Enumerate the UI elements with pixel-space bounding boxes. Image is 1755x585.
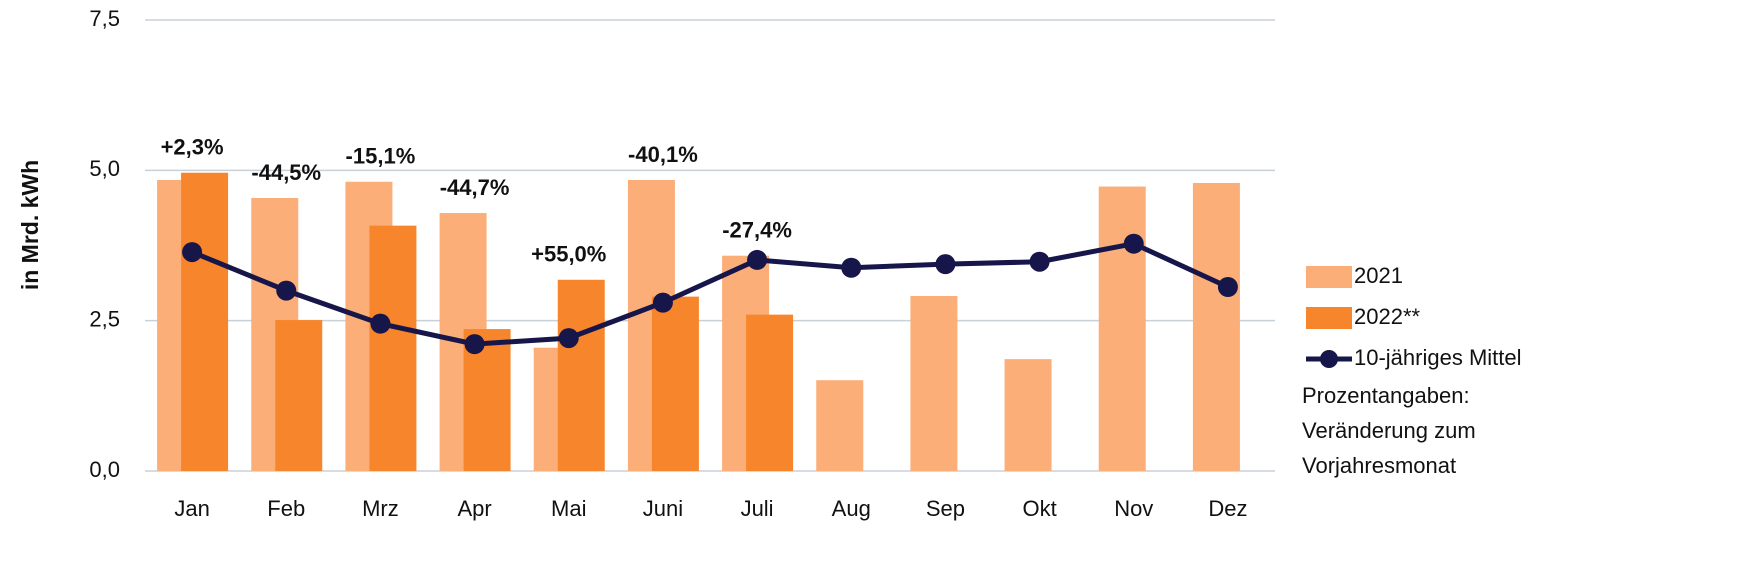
annotation: -44,5%	[251, 160, 321, 185]
line-point	[1029, 251, 1050, 272]
x-tick-label: Juni	[643, 496, 683, 521]
line-point	[652, 292, 673, 313]
legend-swatch	[1306, 307, 1352, 329]
legend-label: 2021	[1354, 263, 1403, 288]
y-axis-title: in Mrd. kWh	[17, 160, 43, 290]
bar	[1004, 359, 1052, 471]
x-tick-label: Okt	[1022, 496, 1056, 521]
note: Vorjahresmonat	[1302, 453, 1456, 478]
x-tick-label: Juli	[741, 496, 774, 521]
x-tick-label: Mrz	[362, 496, 399, 521]
annotation: +55,0%	[531, 242, 606, 267]
bar	[910, 296, 958, 471]
annotation: -40,1%	[628, 142, 698, 167]
legend-label: 2022**	[1354, 304, 1421, 329]
y-tick-label: 2,5	[89, 306, 120, 331]
x-tick-label: Aug	[832, 496, 871, 521]
x-tick-label: Feb	[267, 496, 305, 521]
bar	[369, 225, 417, 471]
legend-label: 10-jähriges Mittel	[1354, 345, 1522, 370]
legend-swatch	[1306, 266, 1352, 288]
x-tick-label: Mai	[551, 496, 586, 521]
bar	[1192, 182, 1240, 471]
bar	[746, 314, 794, 471]
note: Prozentangaben:	[1302, 383, 1470, 408]
bar	[1098, 186, 1146, 471]
bar	[557, 279, 605, 471]
line-point	[370, 313, 391, 334]
bar	[181, 172, 229, 472]
line-point	[276, 280, 297, 301]
annotation: +2,3%	[161, 135, 224, 160]
line-point	[464, 334, 485, 355]
x-tick-label: Jan	[174, 496, 209, 521]
x-tick-label: Apr	[457, 496, 491, 521]
line-point	[747, 249, 768, 270]
bar	[651, 296, 699, 471]
line-point	[935, 254, 956, 275]
annotation: -27,4%	[722, 218, 792, 243]
annotation: -44,7%	[440, 175, 510, 200]
line-point	[1217, 276, 1238, 297]
x-tick-label: Sep	[926, 496, 965, 521]
bar	[275, 320, 323, 471]
legend-swatch	[1320, 350, 1338, 368]
line-point	[1123, 233, 1144, 254]
bar	[816, 380, 864, 471]
note: Veränderung zum	[1302, 418, 1476, 443]
y-tick-label: 7,5	[89, 6, 120, 31]
x-tick-label: Dez	[1208, 496, 1247, 521]
y-tick-label: 5,0	[89, 156, 120, 181]
line-point	[841, 257, 862, 278]
x-tick-label: Nov	[1114, 496, 1153, 521]
line	[191, 241, 1229, 347]
line-point	[558, 328, 579, 349]
y-tick-label: 0,0	[89, 457, 120, 482]
line-point	[182, 242, 203, 263]
annotation: -15,1%	[346, 144, 416, 169]
